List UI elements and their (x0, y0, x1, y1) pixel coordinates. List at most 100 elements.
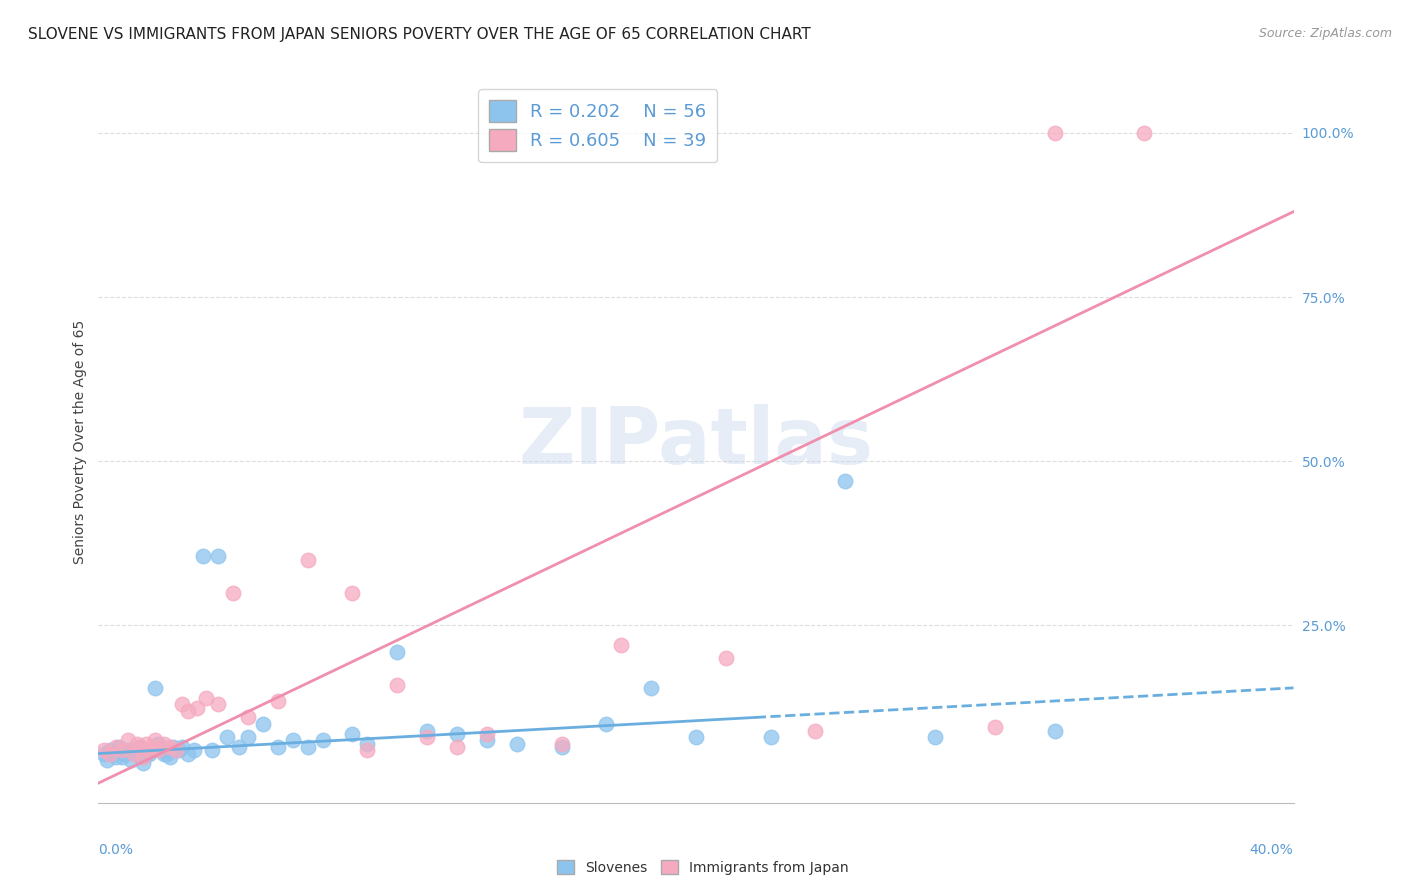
Point (177, 704, 200, 718)
Point (267, 694, 290, 708)
Point (165, 743, 187, 757)
Point (342, 727, 364, 741)
Point (132, 749, 155, 764)
Point (610, 638, 633, 652)
Point (165, 743, 187, 757)
Point (195, 690, 218, 705)
Point (342, 585, 364, 599)
Point (475, 727, 498, 741)
Text: 40.0%: 40.0% (1250, 843, 1294, 856)
Point (550, 739, 572, 754)
Text: 0.0%: 0.0% (98, 843, 134, 856)
Point (150, 743, 173, 757)
Point (98, 743, 122, 757)
Point (156, 747, 179, 761)
Point (191, 549, 214, 564)
Point (153, 747, 176, 761)
Point (93, 743, 115, 757)
Point (475, 733, 498, 747)
Point (177, 747, 200, 761)
Point (252, 717, 274, 731)
Point (297, 553, 319, 567)
Point (124, 747, 146, 761)
Point (129, 739, 152, 754)
Point (207, 549, 229, 564)
Point (281, 733, 304, 747)
Point (141, 739, 163, 754)
Point (162, 739, 184, 754)
Point (124, 743, 146, 757)
Point (416, 730, 439, 744)
Legend: R = 0.202    N = 56, R = 0.605    N = 39: R = 0.202 N = 56, R = 0.605 N = 39 (478, 89, 717, 162)
Point (148, 743, 170, 757)
Point (98, 747, 122, 761)
Point (117, 743, 139, 757)
Point (148, 737, 170, 751)
Point (228, 739, 250, 754)
Point (550, 737, 572, 751)
Point (685, 730, 707, 744)
Point (172, 698, 194, 712)
Point (311, 733, 333, 747)
Point (127, 747, 149, 761)
Point (132, 756, 155, 771)
Point (506, 737, 529, 751)
Point (1133, 126, 1156, 140)
Point (385, 645, 409, 659)
Point (984, 720, 1007, 734)
Point (93, 747, 115, 761)
Point (640, 681, 662, 695)
Legend: Slovenes, Immigrants from Japan: Slovenes, Immigrants from Japan (551, 855, 855, 880)
Point (714, 651, 737, 665)
Point (103, 747, 125, 761)
Text: SLOVENE VS IMMIGRANTS FROM JAPAN SENIORS POVERTY OVER THE AGE OF 65 CORRELATION : SLOVENE VS IMMIGRANTS FROM JAPAN SENIORS… (28, 27, 811, 42)
Point (215, 730, 238, 744)
Point (127, 737, 149, 751)
Point (186, 700, 208, 714)
Point (356, 743, 378, 757)
Point (236, 730, 259, 744)
Point (1043, 126, 1066, 140)
Point (236, 710, 259, 724)
Point (108, 739, 131, 754)
Point (201, 743, 224, 757)
Text: Source: ZipAtlas.com: Source: ZipAtlas.com (1258, 27, 1392, 40)
Point (111, 743, 134, 757)
Point (167, 743, 190, 757)
Point (141, 743, 163, 757)
Point (153, 737, 176, 751)
Point (105, 749, 128, 764)
Point (222, 585, 245, 599)
Point (759, 730, 782, 744)
Point (132, 749, 155, 764)
Point (834, 474, 856, 488)
Point (804, 723, 827, 738)
Point (1043, 723, 1066, 738)
Point (143, 733, 166, 747)
Point (138, 743, 160, 757)
Point (446, 739, 468, 754)
Point (172, 739, 194, 754)
Y-axis label: Seniors Poverty Over the Age of 65: Seniors Poverty Over the Age of 65 (73, 319, 87, 564)
Point (183, 743, 205, 757)
Point (385, 677, 409, 691)
Point (159, 749, 181, 764)
Point (138, 747, 160, 761)
Point (120, 753, 142, 767)
Point (135, 737, 157, 751)
Text: ZIPatlas: ZIPatlas (519, 403, 873, 480)
Point (96, 753, 118, 767)
Point (595, 717, 617, 731)
Point (356, 737, 378, 751)
Point (267, 739, 290, 754)
Point (111, 749, 134, 764)
Point (129, 739, 152, 754)
Point (207, 698, 229, 712)
Point (135, 747, 157, 761)
Point (114, 747, 136, 761)
Point (105, 739, 128, 754)
Point (924, 730, 946, 744)
Point (416, 723, 439, 738)
Point (159, 739, 181, 754)
Point (117, 733, 139, 747)
